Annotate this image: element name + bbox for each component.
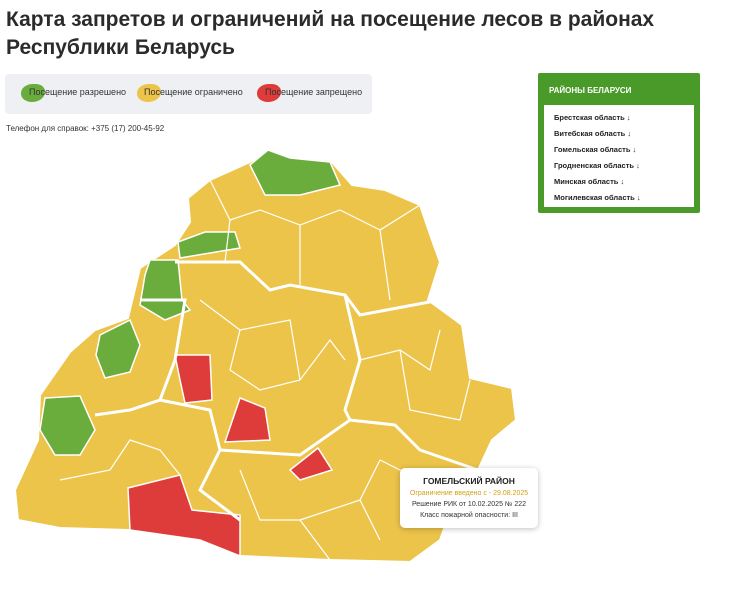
- region-item[interactable]: Могилевская область ↓: [554, 193, 641, 202]
- region-item[interactable]: Гродненская область ↓: [554, 161, 640, 170]
- allowed-districts: [39, 149, 342, 456]
- legend-swatch: [137, 84, 161, 102]
- legend-swatch: [21, 84, 45, 102]
- region-item[interactable]: Гомельская область ↓: [554, 145, 637, 154]
- legend: Посещение разрешено Посещение ограничено…: [5, 74, 372, 114]
- region-item[interactable]: Минская область ↓: [554, 177, 625, 186]
- page-title: Карта запретов и ограничений на посещени…: [6, 8, 655, 59]
- legend-item: Посещение запрещено: [265, 87, 363, 97]
- region-borders: [94, 260, 479, 522]
- legend-swatch: [257, 84, 281, 102]
- tooltip-status: Ограничение введено с - 29.08.2025: [409, 490, 529, 497]
- panel-title: РАЙОНЫ БЕЛАРУСИ: [549, 86, 632, 95]
- district-borders: [59, 179, 471, 561]
- region-list: Брестская область ↓ Витебская область ↓ …: [544, 105, 694, 207]
- tooltip: ГОМЕЛЬСКИЙ РАЙОН Ограничение введено с -…: [400, 468, 538, 528]
- legend-item: Посещение ограничено: [144, 87, 243, 97]
- tooltip-title: ГОМЕЛЬСКИЙ РАЙОН: [423, 476, 515, 486]
- tooltip-decision: Решение РИК от 10.02.2025 № 222: [411, 501, 527, 508]
- regions-panel: РАЙОНЫ БЕЛАРУСИ Брестская область ↓ Вите…: [538, 73, 700, 213]
- legend-item: Посещение разрешено: [29, 87, 127, 97]
- banned-districts: [127, 354, 334, 558]
- tooltip-fire-class: Класс пожарной опасности: III: [420, 512, 518, 519]
- region-item[interactable]: Витебская область ↓: [554, 129, 632, 138]
- region-item[interactable]: Брестская область ↓: [554, 113, 631, 122]
- phone: Телефон для справок: +375 (17) 200-45-92: [6, 124, 165, 133]
